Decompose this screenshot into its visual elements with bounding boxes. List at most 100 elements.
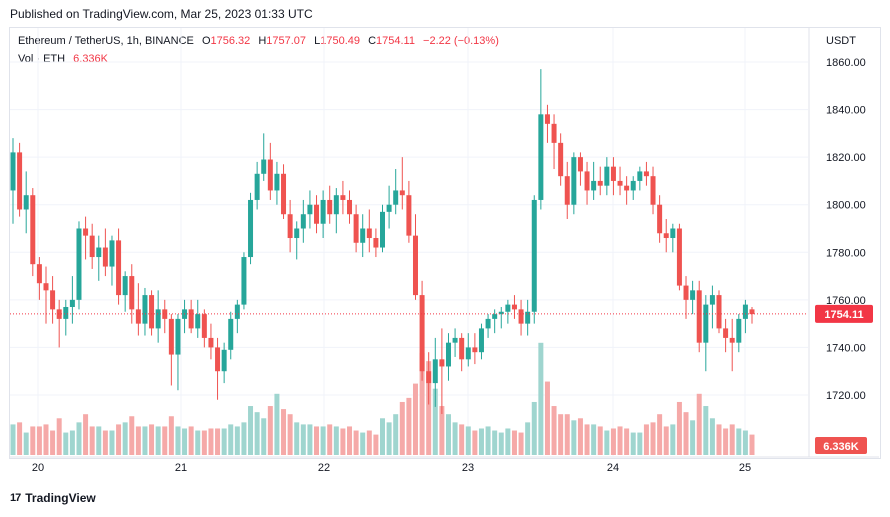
- candle-body: [162, 309, 168, 319]
- volume-bar: [386, 422, 392, 455]
- candle-body: [36, 264, 42, 284]
- tradingview-logo-icon: 17: [10, 492, 21, 504]
- candle-body: [188, 309, 194, 329]
- volume-bar: [168, 416, 174, 455]
- candle-body: [511, 304, 517, 310]
- candle-body: [485, 318, 491, 329]
- candle-body: [96, 247, 102, 258]
- volume-bar: [333, 426, 339, 455]
- volume-bar: [162, 426, 168, 455]
- candle-body: [366, 228, 372, 239]
- volume-bar: [637, 432, 643, 455]
- candle-body: [17, 152, 23, 210]
- volume-bar: [412, 383, 418, 455]
- candle-body: [709, 295, 715, 305]
- candle-body: [63, 306, 69, 319]
- candle-body: [564, 176, 570, 205]
- volume-bar: [406, 397, 412, 455]
- volume-bar: [56, 418, 62, 455]
- volume-bar: [597, 426, 603, 455]
- candle-body: [327, 199, 333, 215]
- candle-body: [544, 114, 550, 124]
- volume-bar: [432, 388, 438, 455]
- volume-bar: [347, 426, 353, 455]
- volume-bar: [83, 414, 89, 455]
- candle-body: [380, 211, 385, 248]
- candle-body: [617, 180, 623, 186]
- candle-body: [201, 314, 207, 338]
- volume-bars: [10, 342, 755, 455]
- volume-bar: [690, 420, 696, 455]
- volume-bar: [558, 414, 564, 455]
- volume-bar: [544, 381, 550, 455]
- candle-body: [314, 204, 320, 224]
- volume-bar: [373, 434, 379, 455]
- candle-body: [531, 199, 537, 312]
- volume-bar: [670, 424, 676, 455]
- volume-bar: [399, 401, 405, 455]
- x-tick-label: 25: [739, 462, 751, 474]
- volume-bar: [459, 424, 465, 455]
- x-tick-label: 21: [175, 462, 187, 474]
- volume-bar: [300, 424, 306, 455]
- volume-bar: [307, 424, 313, 455]
- volume-bar: [241, 422, 247, 455]
- volume-bar: [281, 409, 287, 455]
- chart-frame: [9, 27, 881, 459]
- candle-body: [234, 304, 240, 319]
- close-label: C: [368, 35, 377, 47]
- candle-body: [135, 309, 141, 324]
- candle-body: [23, 195, 29, 210]
- candle-body: [525, 311, 531, 324]
- volume-bar: [683, 412, 689, 455]
- candle-body: [116, 240, 122, 296]
- candle-body: [729, 337, 735, 343]
- change-value: −2.22 (−0.13%): [423, 35, 499, 47]
- candle-body: [360, 228, 366, 243]
- volume-bar: [109, 430, 115, 455]
- candle-body: [742, 304, 748, 319]
- candle-body: [518, 309, 524, 324]
- last-volume-badge: [815, 437, 867, 454]
- volume-bar: [380, 418, 385, 455]
- volume-bar: [657, 414, 663, 455]
- candle-body: [168, 318, 174, 355]
- volume-bar: [287, 414, 293, 455]
- volume-bar: [663, 426, 669, 455]
- candle-body: [228, 318, 234, 350]
- candle-body: [261, 159, 267, 174]
- candle-body: [498, 311, 504, 315]
- volume-bar: [742, 430, 748, 455]
- y-tick-label: 1740.00: [826, 342, 866, 354]
- volume-bar: [142, 426, 148, 455]
- candle-body: [558, 142, 564, 177]
- volume-bar: [89, 426, 95, 455]
- candle-body: [452, 337, 458, 343]
- candle-body: [439, 359, 445, 367]
- volume-bar: [676, 401, 682, 455]
- y-tick-label: 1840.00: [826, 105, 866, 117]
- candle-body: [373, 238, 379, 248]
- candle-body: [723, 328, 729, 338]
- volume-bar: [617, 426, 623, 455]
- high-label: H: [258, 35, 267, 47]
- candle-body: [122, 276, 128, 296]
- y-tick-label: 1860.00: [826, 57, 866, 69]
- candle-body: [538, 114, 544, 200]
- symbol-label[interactable]: Ethereum / TetherUS, 1h, BINANCE: [18, 35, 194, 47]
- candle-body: [610, 166, 616, 181]
- candle-body: [155, 309, 161, 329]
- volume-bar: [571, 420, 577, 455]
- candle-body: [320, 199, 326, 224]
- volume-bar: [201, 430, 207, 455]
- volume-bar: [10, 424, 16, 455]
- candle-body: [399, 190, 405, 196]
- y-tick-label: 1760.00: [826, 295, 866, 307]
- candle-body: [696, 290, 702, 343]
- volume-bar: [43, 424, 49, 455]
- volume-bar: [234, 426, 240, 455]
- volume-bar: [327, 424, 333, 455]
- candle-body: [142, 295, 148, 324]
- candle-body: [670, 228, 676, 239]
